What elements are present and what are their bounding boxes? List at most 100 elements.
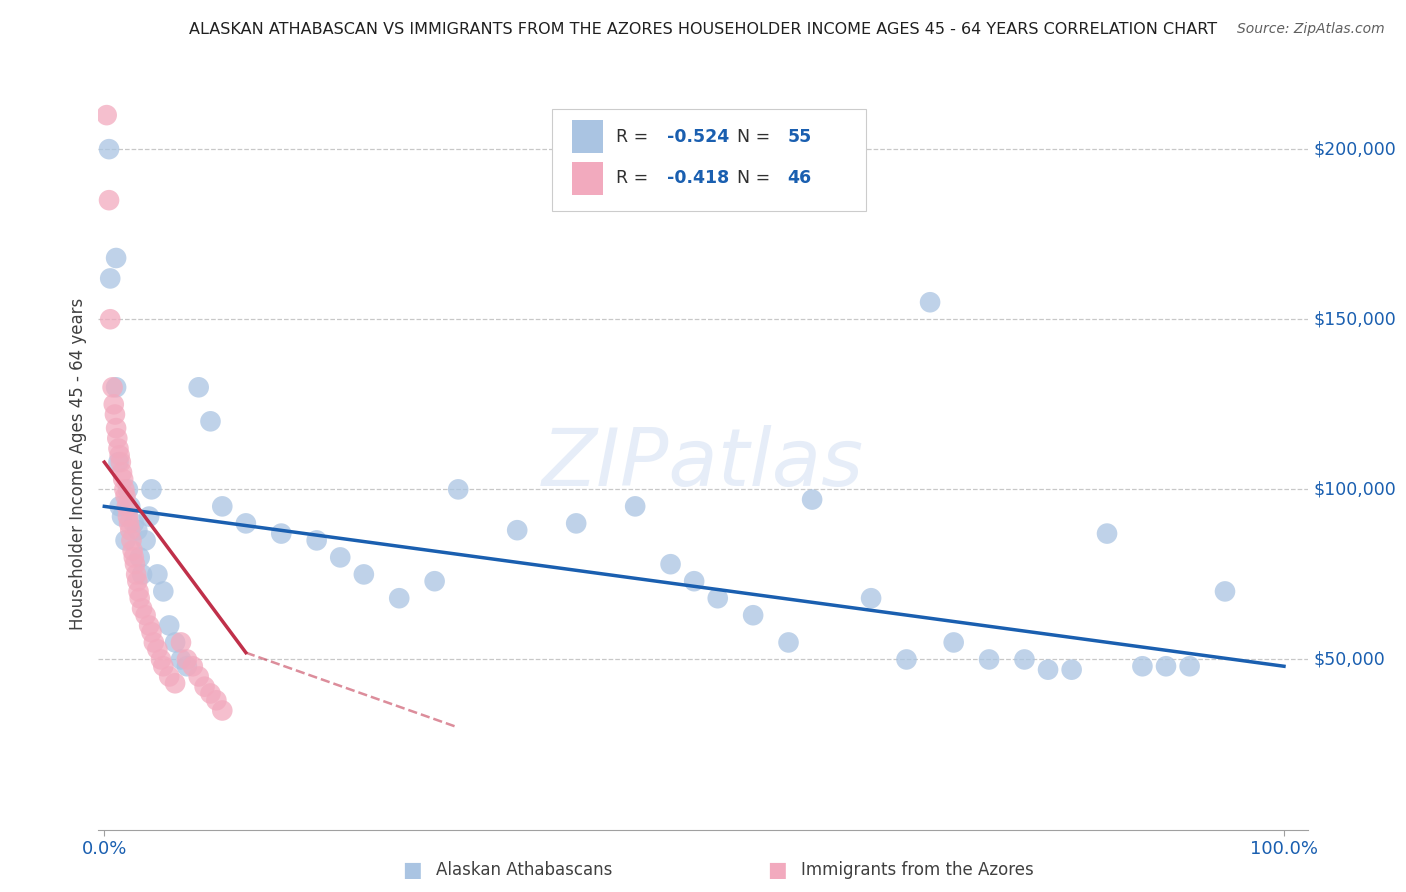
Point [117, 509, 139, 524]
Point [128, 591, 150, 606]
Point [104, 408, 127, 422]
Point [920, 295, 942, 310]
Point [205, 693, 228, 707]
Point [1178, 659, 1201, 673]
Point [105, 421, 128, 435]
Point [506, 523, 529, 537]
Point [117, 483, 139, 497]
Point [977, 652, 1000, 666]
Point [138, 509, 160, 524]
Point [165, 635, 187, 649]
Point [388, 591, 411, 606]
Point [114, 489, 136, 503]
Point [115, 500, 138, 514]
Point [127, 523, 149, 537]
Point [101, 380, 124, 394]
Text: ZIPatlas: ZIPatlas [541, 425, 865, 503]
Text: $100,000: $100,000 [1313, 481, 1396, 499]
Point [120, 533, 142, 548]
Point [211, 500, 233, 514]
Point [942, 635, 965, 649]
Text: N =: N = [737, 169, 776, 187]
Point [200, 414, 222, 428]
Text: Alaskan Athabascans: Alaskan Athabascans [436, 861, 612, 879]
Point [135, 533, 157, 548]
Point [141, 483, 163, 497]
Bar [572, 161, 603, 194]
Point [187, 669, 209, 683]
Y-axis label: Householder Income Ages 45 - 64 years: Householder Income Ages 45 - 64 years [69, 298, 87, 630]
Point [329, 550, 352, 565]
Point [565, 516, 588, 531]
Point [110, 455, 132, 469]
Point [742, 608, 765, 623]
Text: ALASKAN ATHABASCAN VS IMMIGRANTS FROM THE AZORES HOUSEHOLDER INCOME AGES 45 - 64: ALASKAN ATHABASCAN VS IMMIGRANTS FROM TH… [188, 22, 1218, 37]
Point [176, 652, 198, 666]
Point [98, 271, 121, 285]
Point [122, 516, 145, 531]
Text: -0.524: -0.524 [666, 128, 728, 145]
Point [105, 431, 128, 445]
Point [121, 543, 143, 558]
Point [120, 500, 142, 514]
Point [447, 483, 470, 497]
Point [108, 448, 131, 462]
Point [305, 533, 328, 548]
Point [860, 591, 883, 606]
Point [1132, 659, 1154, 673]
Text: 55: 55 [787, 128, 811, 145]
Point [1154, 659, 1177, 673]
Point [146, 642, 169, 657]
Point [181, 659, 204, 673]
Point [624, 500, 647, 514]
Point [112, 472, 135, 486]
Text: ■: ■ [768, 860, 787, 880]
Point [131, 567, 153, 582]
Point [194, 680, 217, 694]
Point [683, 574, 706, 589]
Point [127, 574, 149, 589]
Point [111, 509, 134, 524]
Point [152, 584, 174, 599]
Point [1036, 663, 1059, 677]
Point [108, 500, 131, 514]
Point [125, 567, 148, 582]
Text: ■: ■ [402, 860, 422, 880]
Point [659, 558, 682, 572]
Point [98, 193, 121, 207]
Point [122, 550, 145, 565]
Text: 46: 46 [787, 169, 811, 187]
Point [170, 635, 193, 649]
Point [120, 523, 142, 537]
Point [96, 108, 118, 122]
Point [1095, 526, 1118, 541]
Point [187, 380, 209, 394]
Point [176, 659, 198, 673]
Point [124, 558, 146, 572]
Point [142, 635, 165, 649]
Point [353, 567, 375, 582]
Point [107, 442, 129, 456]
Point [801, 492, 824, 507]
Point [896, 652, 918, 666]
Text: $200,000: $200,000 [1313, 140, 1396, 158]
Point [235, 516, 257, 531]
Point [135, 608, 157, 623]
Point [98, 312, 121, 326]
Point [146, 567, 169, 582]
Text: Immigrants from the Azores: Immigrants from the Azores [801, 861, 1035, 879]
Text: -0.418: -0.418 [666, 169, 728, 187]
Text: R =: R = [616, 169, 654, 187]
Point [111, 466, 134, 480]
Point [131, 601, 153, 615]
Point [1014, 652, 1036, 666]
Point [112, 483, 135, 497]
Text: N =: N = [737, 128, 776, 145]
Bar [572, 120, 603, 153]
Text: $150,000: $150,000 [1313, 310, 1396, 328]
Point [149, 652, 172, 666]
Point [152, 659, 174, 673]
Point [270, 526, 292, 541]
Text: R =: R = [616, 128, 654, 145]
Text: Source: ZipAtlas.com: Source: ZipAtlas.com [1237, 22, 1385, 37]
